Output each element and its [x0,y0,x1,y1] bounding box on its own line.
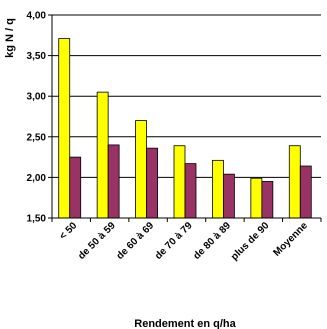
bar-series2-3 [146,147,158,219]
bar-series1-5 [212,159,224,219]
bar-series1-4 [173,145,186,219]
bars [58,38,312,219]
y-tick-labels: 1,50 2,00 2,50 3,00 3,50 4,00 [27,11,47,225]
x-category-label: de 70 à 79 [153,220,195,262]
bar-series2-4 [184,163,197,219]
x-category-label: de 80 à 89 [191,220,233,262]
x-category-label: Moyenne [271,220,310,259]
bar-series1-1 [58,38,71,219]
x-axis-title: Rendement en q/ha [134,318,236,329]
axes [48,14,322,222]
bar-series2-2 [107,144,120,219]
y-tick-label: 2,50 [27,132,47,143]
y-tick-label: 4,00 [27,11,47,22]
y-tick-label: 3,00 [27,92,47,103]
bar-series1-6 [250,177,263,219]
bar-series2-7 [299,165,312,219]
x-category-label: de 60 à 69 [115,220,157,262]
gridlines [52,14,321,178]
x-category-label: de 50 à 59 [76,220,118,262]
y-axis-title: kg N / q [4,18,16,58]
x-category-label: plus de 90 [229,220,272,263]
x-category-label: < 50 [58,220,80,242]
bar-series1-3 [135,120,147,219]
bar-series1-7 [288,145,301,219]
bar-series2-6 [261,181,274,219]
bar-series1-2 [96,91,109,219]
y-tick-label: 1,50 [27,214,47,225]
bar-series2-5 [223,173,235,219]
bar-series2-1 [69,156,82,219]
y-tick-label: 3,50 [27,51,47,62]
y-tick-label: 2,00 [27,173,47,184]
